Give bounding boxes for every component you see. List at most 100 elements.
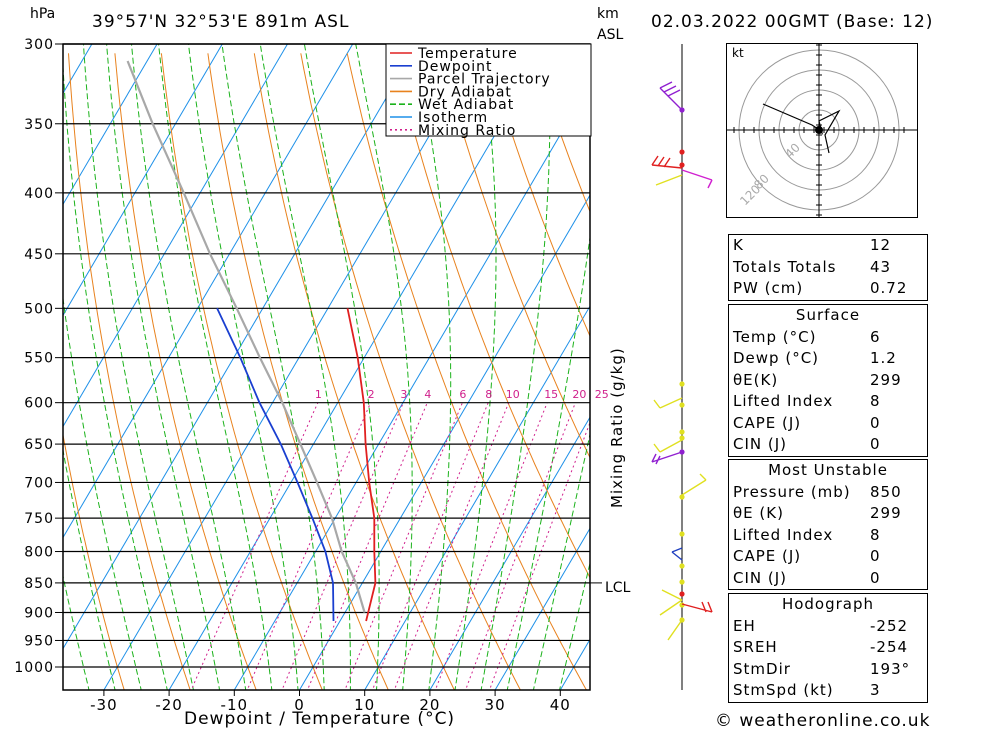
index-value: 0	[870, 547, 881, 565]
index-value: -254	[870, 638, 909, 656]
index-row: CIN (J) 0	[729, 568, 927, 590]
wet-adiabat-line	[506, 234, 590, 690]
index-row: Dewp (°C) 1.2	[729, 348, 927, 370]
dry-adiabat-line	[346, 53, 587, 690]
x-tick-label: -20	[155, 696, 183, 714]
index-value: 3	[870, 681, 881, 699]
legend-entry: Wet Adiabat	[418, 97, 514, 113]
wind-barb	[653, 397, 683, 409]
x-tick-label: 0	[294, 696, 305, 714]
mixing-ratio-line	[371, 402, 489, 690]
copyright-link[interactable]: © weatheronline.co.uk	[715, 711, 931, 731]
x-tick-label: -30	[90, 696, 118, 714]
mixing-ratio-line	[434, 402, 548, 690]
wind-barb	[681, 169, 713, 189]
index-row: EH -252	[729, 616, 927, 638]
dry-adiabat-line	[63, 432, 125, 690]
index-row: Lifted Index 8	[729, 525, 927, 547]
dry-adiabat-line	[439, 53, 590, 459]
legend-entry: Parcel Trajectory	[418, 72, 551, 88]
index-value: 0	[870, 413, 881, 432]
profile-temperature	[346, 308, 377, 622]
index-label: CIN (J)	[733, 568, 788, 587]
wet-adiabat-line	[355, 44, 413, 690]
legend-entry: Temperature	[417, 46, 518, 62]
mixing-ratio-label: 3	[400, 388, 407, 401]
dry-adiabat-line	[160, 53, 323, 690]
wet-adiabat-line	[480, 44, 551, 690]
wind-barb	[671, 547, 683, 561]
x-tick-label: -10	[221, 696, 249, 714]
index-row: CAPE (J) 0	[729, 413, 927, 435]
legend-entry: Dry Adiabat	[418, 84, 512, 100]
wet-adiabat-line	[221, 44, 325, 690]
wet-adiabat-line	[131, 44, 247, 690]
index-label: θE(K)	[733, 370, 779, 389]
lcl-label: LCL	[605, 580, 631, 596]
index-value: 0	[870, 568, 881, 587]
wet-adiabat-line	[63, 294, 142, 690]
wet-adiabat-line	[532, 431, 590, 690]
index-label: StmDir	[733, 659, 791, 678]
wind-barb	[651, 155, 683, 169]
mixing-ratio-line	[344, 402, 463, 690]
legend-entry: Mixing Ratio	[418, 123, 516, 139]
isotherm-line	[364, 305, 590, 690]
index-value: 299	[870, 504, 902, 522]
mixing-ratio-line	[281, 402, 404, 690]
index-value: 850	[870, 482, 902, 501]
wind-level-marker	[679, 162, 685, 168]
index-row: StmSpd (kt) 3	[729, 680, 927, 702]
pressure-label: 700	[24, 475, 54, 491]
legend-entry: Isotherm	[418, 110, 488, 126]
pressure-label: 900	[24, 605, 54, 621]
mixing-ratio-label: 25	[595, 388, 609, 401]
wet-adiabat-line	[63, 59, 168, 690]
mixing-ratio-label: 2	[368, 388, 375, 401]
index-label: Pressure (mb)	[733, 482, 851, 501]
wind-barb	[653, 439, 683, 453]
wind-level-marker	[679, 591, 685, 597]
pressure-label: 450	[24, 247, 54, 263]
index-row: CAPE (J) 0	[729, 546, 927, 568]
hodograph-table: Hodograph EH -252 SREH -254 StmDir 193° Stm…	[728, 593, 928, 703]
wet-adiabat-line	[63, 688, 64, 690]
mixing-ratio-line	[465, 402, 576, 690]
dry-adiabat-line	[207, 53, 389, 690]
pressure-label: 350	[24, 117, 54, 133]
mixing-ratio-label: 15	[544, 388, 558, 401]
index-label: EH	[733, 616, 756, 635]
isotherm-line	[233, 83, 590, 690]
index-value: 299	[870, 370, 902, 389]
index-value: 0.72	[870, 279, 908, 297]
index-label: CIN (J)	[733, 435, 788, 453]
index-row: θE (K) 299	[729, 503, 927, 525]
index-row: Totals Totals 43	[729, 257, 927, 279]
isotherm-line	[63, 44, 223, 317]
x-tick-label: 40	[550, 696, 571, 714]
index-row: Lifted Index 8	[729, 391, 927, 413]
surface-table: Surface Temp (°C) 6 Dewp (°C) 1.2 θE(K) 299…	[728, 304, 928, 457]
dry-adiabat-line	[951, 53, 1000, 690]
wind-level-marker	[679, 435, 685, 441]
index-label: CAPE (J)	[733, 547, 802, 565]
profile-dewpoint	[216, 307, 335, 622]
index-row: SREH -254	[729, 637, 927, 659]
wind-barb	[667, 619, 683, 641]
mixing-ratio-label: 20	[572, 388, 586, 401]
wind-level-marker	[679, 579, 685, 585]
mixing-ratio-line	[190, 402, 319, 690]
most-unstable-table: Most Unstable Pressure (mb) 850 θE (K) 299…	[728, 459, 928, 590]
pressure-label: 850	[24, 576, 54, 592]
plot-frame	[62, 43, 591, 691]
index-label: Lifted Index	[733, 525, 834, 544]
index-value: 6	[870, 327, 881, 346]
isotherm-line	[0, 44, 27, 690]
mixing-ratio-label: 4	[424, 388, 431, 401]
wind-level-marker	[679, 531, 685, 537]
wet-adiabat-line	[414, 44, 452, 690]
dry-adiabat-line	[0, 53, 58, 690]
index-label: SREH	[733, 638, 778, 656]
wet-adiabat-line	[303, 44, 380, 690]
